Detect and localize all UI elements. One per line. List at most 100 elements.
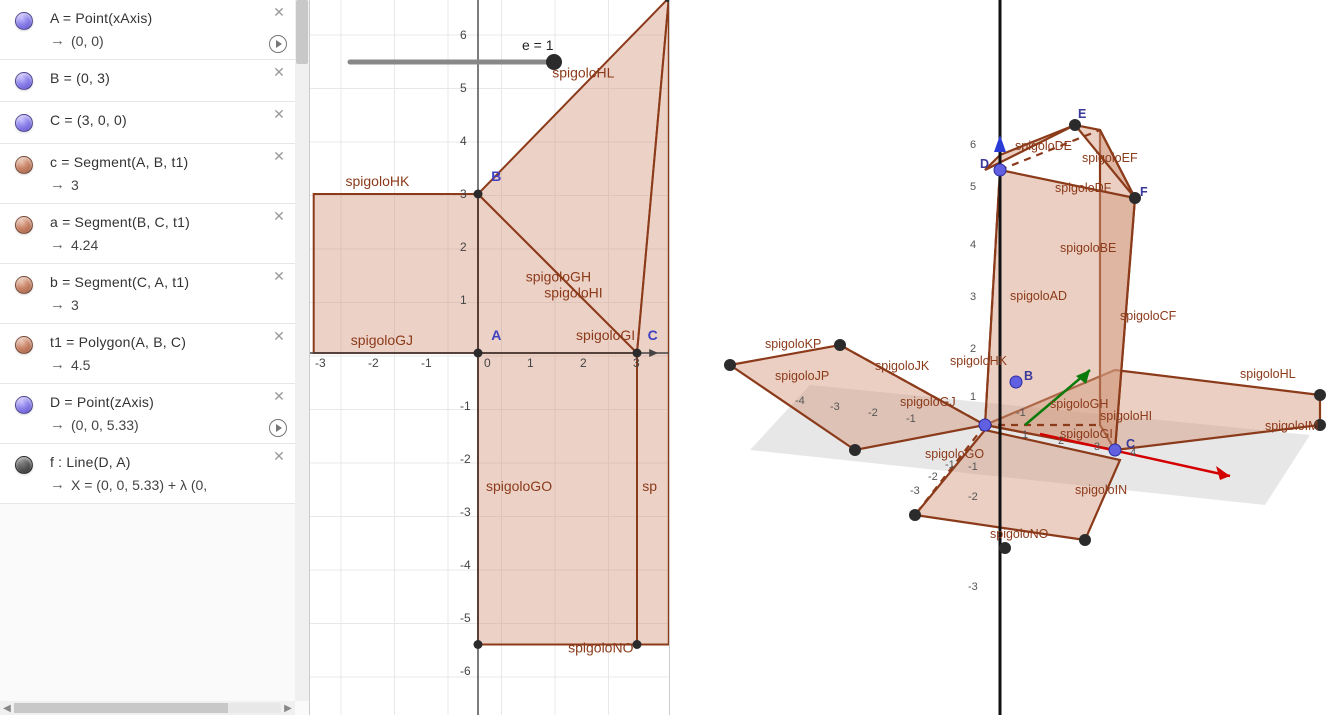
point-B[interactable]	[474, 190, 483, 199]
close-icon[interactable]: ✕	[271, 64, 287, 80]
play-icon[interactable]	[269, 419, 287, 437]
close-icon[interactable]: ✕	[271, 388, 287, 404]
entry-definition: t1 = Polygon(A, B, C)	[50, 334, 303, 350]
close-icon[interactable]: ✕	[271, 106, 287, 122]
algebra-scrollbar-vertical[interactable]	[295, 0, 309, 701]
point-label: A	[491, 327, 501, 343]
label3d: spigoloHK	[950, 354, 1008, 368]
label3d: spigoloIM	[1265, 419, 1319, 433]
edge-label: spigoloHL	[552, 64, 614, 80]
x-tick: -3	[315, 356, 326, 370]
graphics-3d-view[interactable]: 654321-1-2-3-4-3-2-11234-1-2-3-1EFDBCspi…	[670, 0, 1330, 715]
label3d: spigoloGI	[1060, 427, 1113, 441]
edge-label: spigoloHI	[544, 284, 602, 300]
point3d[interactable]	[909, 509, 921, 521]
visibility-bullet[interactable]	[15, 216, 33, 234]
z-tick: 3	[970, 291, 976, 303]
xy-tick: 1	[1022, 429, 1028, 441]
label3d: spigoloJK	[875, 359, 930, 373]
entry-definition: a = Segment(B, C, t1)	[50, 214, 303, 230]
label3d: spigoloAD	[1010, 289, 1067, 303]
entry-value: →4.5	[50, 356, 303, 373]
point3d[interactable]	[979, 419, 991, 431]
visibility-bullet[interactable]	[15, 336, 33, 354]
entry-value: →(0, 0)	[50, 32, 303, 49]
svg-text:0: 0	[484, 356, 491, 370]
algebra-panel: A = Point(xAxis)→(0, 0)✕B = (0, 3)✕C = (…	[0, 0, 310, 715]
point-bottom-left[interactable]	[474, 640, 483, 649]
point3d[interactable]	[724, 359, 736, 371]
visibility-bullet[interactable]	[15, 456, 33, 474]
graphics-2d-view[interactable]: -3-2-10123-7-6-5-4-3-2-1123456spigoloHLs…	[310, 0, 670, 715]
close-icon[interactable]: ✕	[271, 148, 287, 164]
algebra-entry[interactable]: f : Line(D, A)→X = (0, 0, 5.33) + λ (0,✕	[0, 444, 309, 504]
algebra-entry[interactable]: D = Point(zAxis)→(0, 0, 5.33)✕	[0, 384, 309, 444]
y-tick: -3	[460, 505, 471, 519]
z-tick: -3	[968, 581, 978, 593]
scroll-right-icon[interactable]: ▶	[281, 701, 295, 715]
point3d[interactable]	[1109, 444, 1121, 456]
label3d: spigoloGO	[925, 447, 984, 461]
x-tick: -1	[421, 356, 432, 370]
point3d[interactable]	[849, 444, 861, 456]
z-tick: -2	[968, 491, 978, 503]
visibility-bullet[interactable]	[15, 156, 33, 174]
edge-label: spigoloGH	[526, 268, 591, 284]
point-bottom-right[interactable]	[633, 640, 642, 649]
visibility-bullet[interactable]	[15, 12, 33, 30]
y-tick: -5	[460, 611, 471, 625]
point-A[interactable]	[474, 349, 483, 358]
point3d[interactable]	[999, 542, 1011, 554]
point-C[interactable]	[633, 349, 642, 358]
play-icon[interactable]	[269, 35, 287, 53]
xy-tick: -2	[868, 407, 878, 419]
x-tick: 2	[580, 356, 587, 370]
entry-definition: f : Line(D, A)	[50, 454, 303, 470]
y-tick: -2	[460, 452, 471, 466]
algebra-scrollbar-horizontal[interactable]: ◀ ▶	[0, 701, 295, 715]
slider-knob[interactable]	[546, 54, 562, 70]
label3d: spigoloIN	[1075, 483, 1127, 497]
visibility-bullet[interactable]	[15, 72, 33, 90]
algebra-entry[interactable]: t1 = Polygon(A, B, C) →4.5 ✕	[0, 324, 309, 384]
point3d[interactable]	[1079, 534, 1091, 546]
slider-label: e = 1	[522, 37, 554, 53]
label3d: spigoloHL	[1240, 367, 1296, 381]
scroll-left-icon[interactable]: ◀	[0, 701, 14, 715]
label3d: spigoloNO	[990, 527, 1049, 541]
algebra-entry[interactable]: B = (0, 3)✕	[0, 60, 309, 102]
visibility-bullet[interactable]	[15, 276, 33, 294]
z-tick: 6	[970, 139, 976, 151]
point3d[interactable]	[834, 339, 846, 351]
xy-tick: -3	[910, 485, 920, 497]
polygon-unfold-left	[314, 194, 478, 353]
point3d[interactable]	[1314, 389, 1326, 401]
close-icon[interactable]: ✕	[271, 448, 287, 464]
close-icon[interactable]: ✕	[271, 208, 287, 224]
y-tick: -6	[460, 664, 471, 678]
polygon-unfold-bottom	[478, 353, 637, 645]
label3d: D	[980, 157, 989, 171]
algebra-list[interactable]: A = Point(xAxis)→(0, 0)✕B = (0, 3)✕C = (…	[0, 0, 309, 715]
algebra-entry[interactable]: a = Segment(B, C, t1) →4.24 ✕	[0, 204, 309, 264]
algebra-entry[interactable]: b = Segment(C, A, t1)→3✕	[0, 264, 309, 324]
point3d[interactable]	[1010, 376, 1022, 388]
label3d: spigoloDF	[1055, 181, 1112, 195]
x-tick: 1	[527, 356, 534, 370]
algebra-entry[interactable]: c = Segment(A, B, t1)→3✕	[0, 144, 309, 204]
algebra-entry[interactable]: A = Point(xAxis)→(0, 0)✕	[0, 0, 309, 60]
close-icon[interactable]: ✕	[271, 268, 287, 284]
visibility-bullet[interactable]	[15, 114, 33, 132]
visibility-bullet[interactable]	[15, 396, 33, 414]
algebra-entry[interactable]: C = (3, 0, 0)✕	[0, 102, 309, 144]
close-icon[interactable]: ✕	[271, 328, 287, 344]
label3d: B	[1024, 369, 1033, 383]
xy-tick: -4	[795, 395, 805, 407]
label3d: spigoloKP	[765, 337, 821, 351]
close-icon[interactable]: ✕	[271, 4, 287, 20]
y-tick: 4	[460, 134, 467, 148]
point3d[interactable]	[994, 164, 1006, 176]
entry-definition: B = (0, 3)	[50, 70, 303, 86]
y-tick: 5	[460, 81, 467, 95]
entry-value: →4.24	[50, 236, 303, 253]
